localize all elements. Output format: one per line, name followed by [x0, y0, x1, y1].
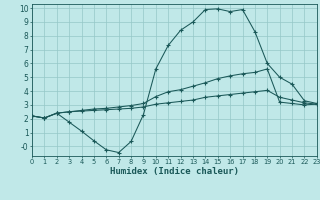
X-axis label: Humidex (Indice chaleur): Humidex (Indice chaleur) — [110, 167, 239, 176]
